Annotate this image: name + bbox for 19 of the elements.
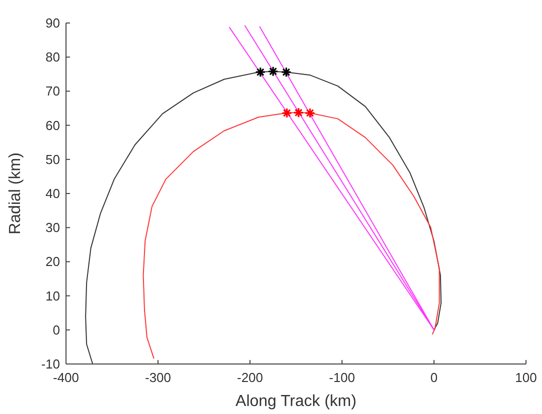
y-tick-label: 10 — [46, 288, 60, 304]
y-tick-label: 40 — [46, 186, 60, 201]
y-tick-label: -10 — [41, 356, 60, 372]
y-tick-label: 80 — [46, 50, 60, 65]
x-axis-title: Along Track (km) — [236, 393, 356, 410]
x-tick-label: -200 — [236, 370, 264, 385]
y-tick-label: 20 — [46, 254, 60, 270]
x-tick-label: 0 — [430, 370, 438, 385]
y-tick-label: 90 — [46, 16, 60, 30]
y-tick-label: 60 — [46, 118, 60, 133]
y-tick-label: 0 — [52, 322, 60, 338]
x-tick-label: -300 — [144, 370, 172, 385]
x-tick-label: -100 — [328, 370, 356, 385]
y-tick-label: 70 — [46, 84, 60, 99]
y-tick-label: 50 — [46, 152, 60, 167]
y-axis-title: Radial (km) — [7, 152, 24, 234]
y-tick-label: 30 — [46, 220, 60, 236]
x-tick-label: 100 — [515, 370, 537, 385]
x-tick-label: -400 — [52, 370, 80, 385]
